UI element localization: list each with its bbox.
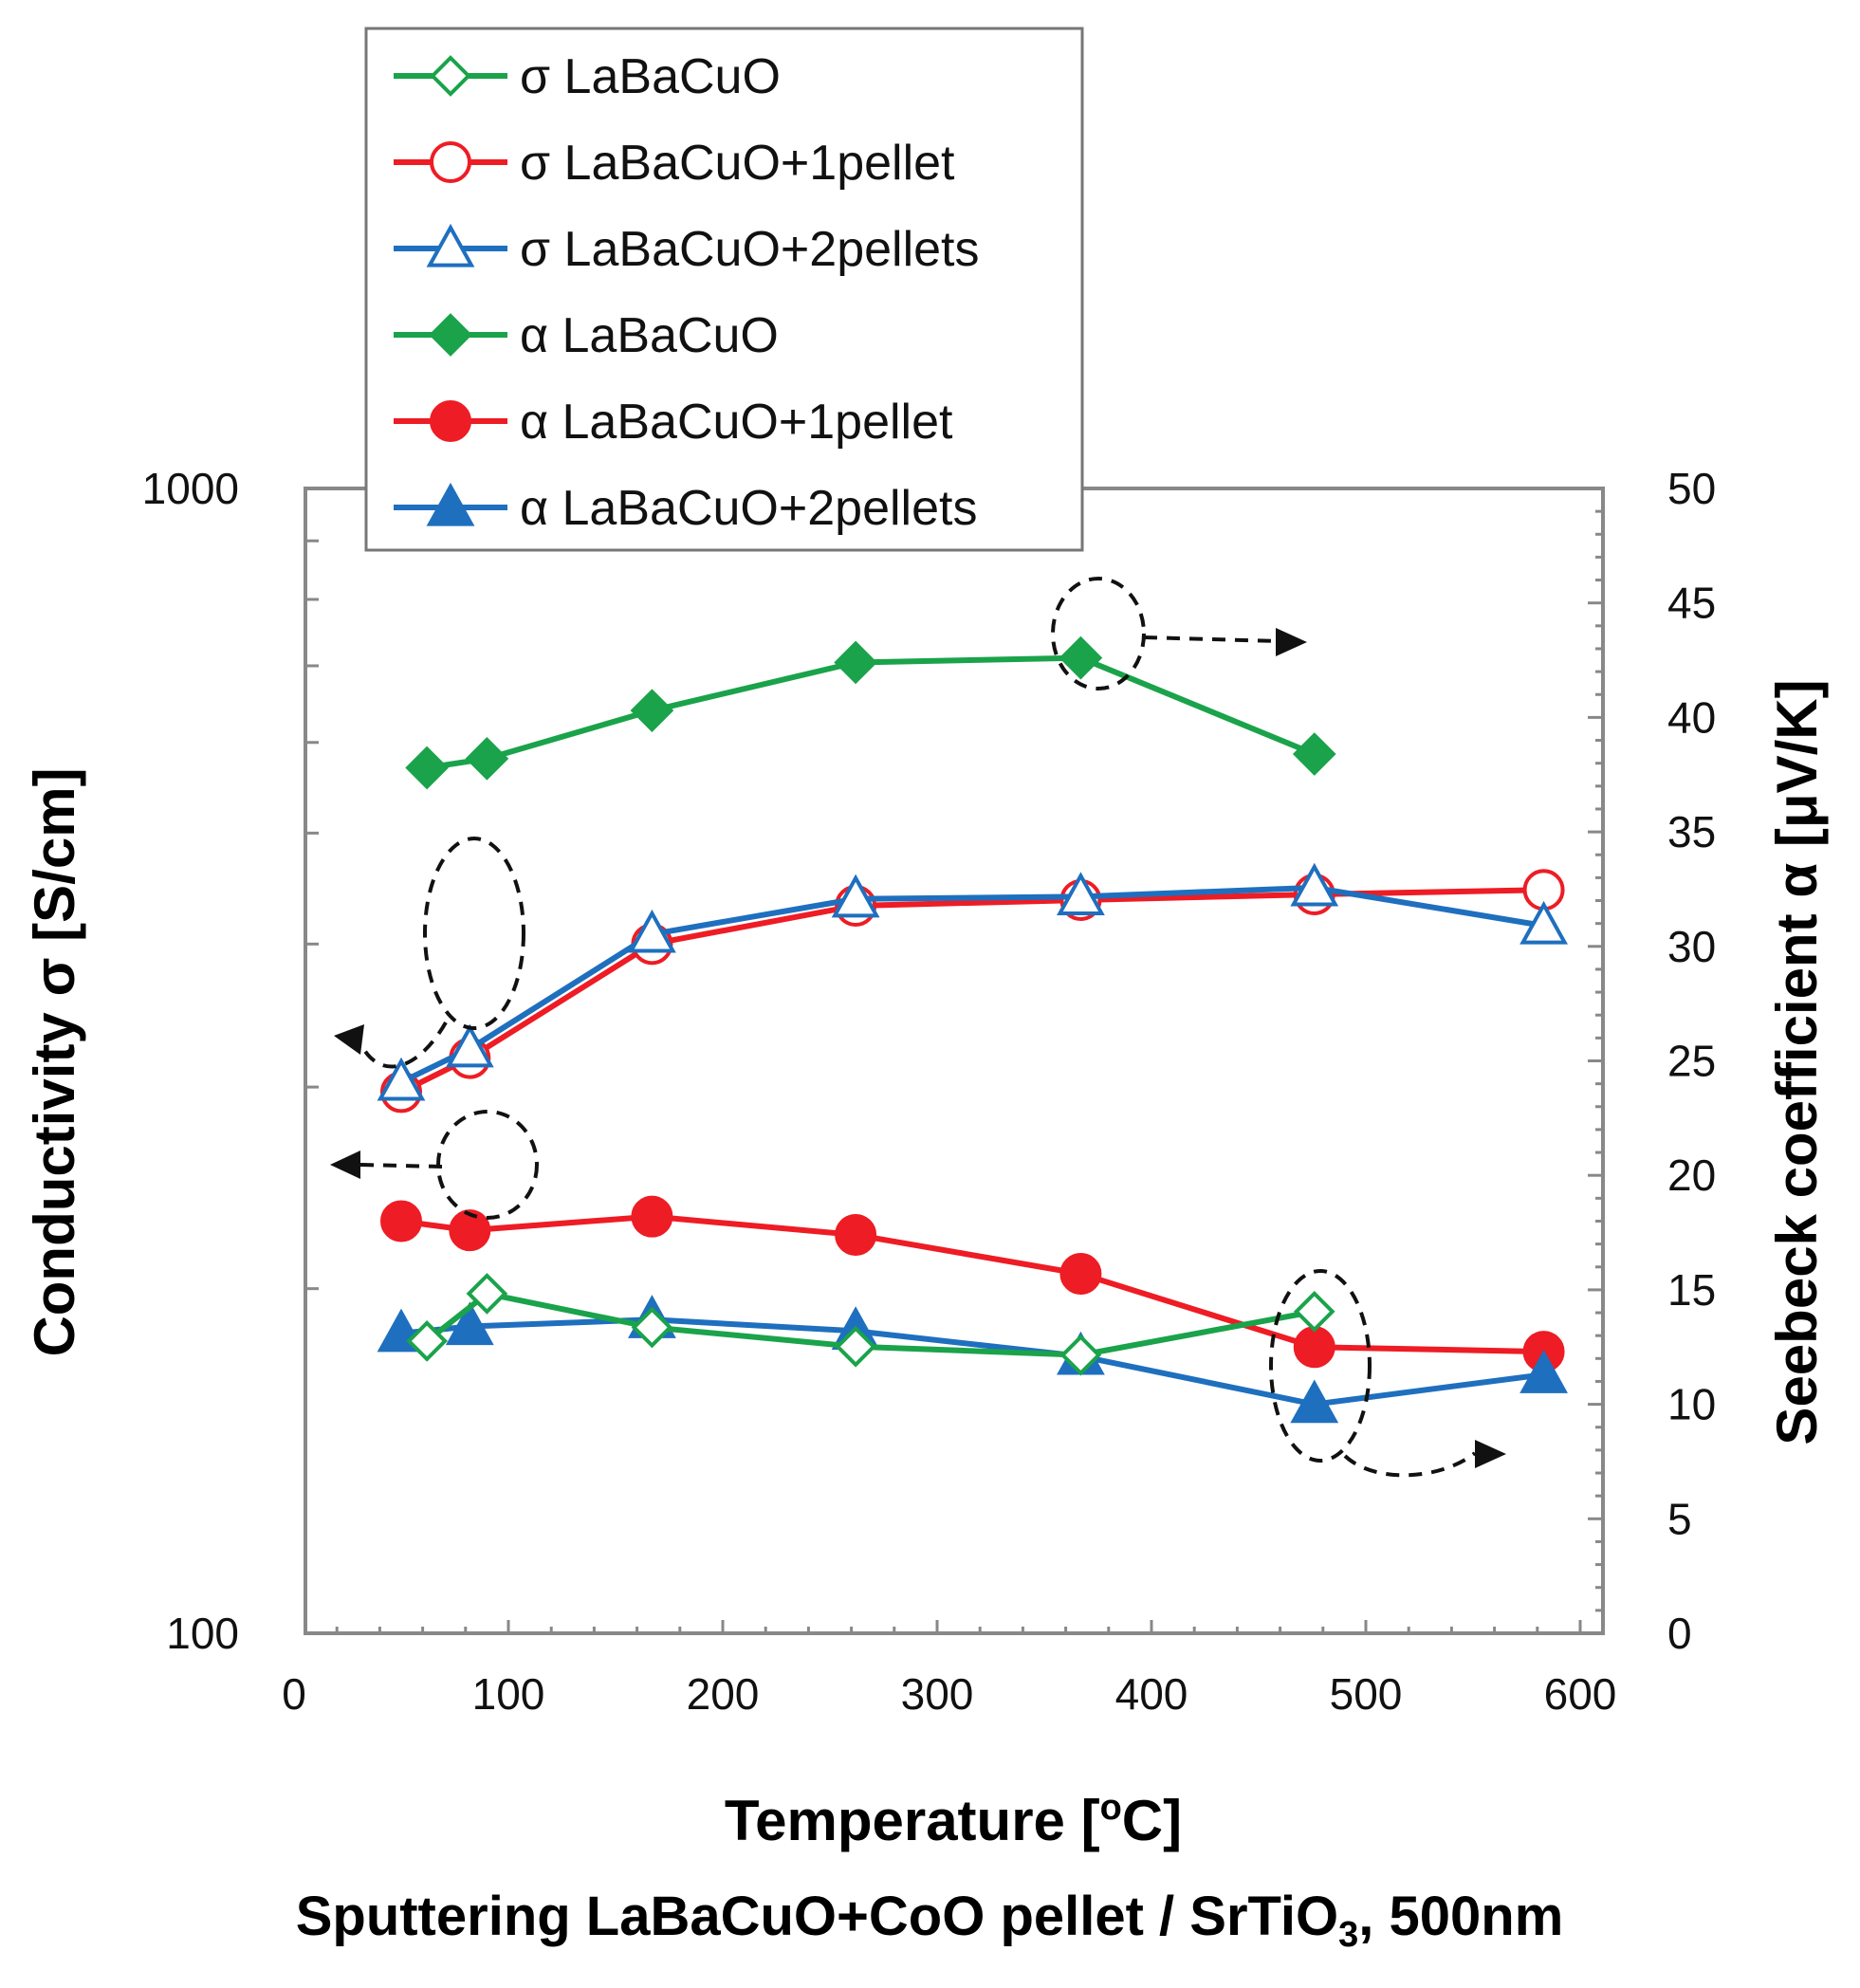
data-point <box>1059 635 1103 680</box>
legend-items: σ LaBaCuO σ LaBaCuO+1pellet σ LaBaCuO+2pel… <box>394 49 980 536</box>
annotation-arrowhead <box>1475 1440 1506 1468</box>
series-3 <box>405 635 1336 790</box>
annotation-arrowhead <box>330 1150 360 1179</box>
x-tick-label: 500 <box>1330 1669 1403 1719</box>
data-point <box>426 482 475 526</box>
y-right-tick-label: 5 <box>1667 1494 1692 1543</box>
y-right-tick-label: 25 <box>1667 1037 1716 1086</box>
data-point <box>377 1057 426 1101</box>
y-axis-left-title: Conductivity σ [S/cm] <box>23 767 86 1356</box>
annotation-layer <box>330 577 1506 1478</box>
y-right-tick-label: 40 <box>1667 692 1716 742</box>
chart-caption: Sputtering LaBaCuO+CoO pellet / SrTiO3, … <box>296 1886 1564 1955</box>
y-right-tick-label: 45 <box>1667 579 1716 628</box>
y-right-tick-label: 10 <box>1667 1380 1716 1429</box>
legend-label: σ LaBaCuO+1pellet <box>520 136 955 191</box>
data-point <box>1057 872 1105 915</box>
data-point <box>380 1200 422 1242</box>
data-point <box>631 1306 673 1349</box>
series-4 <box>380 1195 1565 1373</box>
y-axis-right-title: Seebeck coefficient α [μV/K] <box>1765 679 1829 1445</box>
y-right-tick-label: 0 <box>1667 1609 1692 1658</box>
legend-entry: σ LaBaCuO+2pellets <box>394 222 980 277</box>
annotation-arrow-path <box>359 1021 448 1069</box>
data-point <box>1290 1379 1339 1424</box>
legend-entry: α LaBaCuO+2pellets <box>394 481 977 536</box>
data-point <box>405 746 449 790</box>
series-2 <box>377 862 1568 1101</box>
y-left-tick-label: 1000 <box>142 464 239 513</box>
legend-entry: σ LaBaCuO+1pellet <box>394 136 955 191</box>
data-point <box>835 1213 877 1256</box>
x-tick-label: 300 <box>901 1669 974 1719</box>
annotation-ellipse <box>423 837 525 1030</box>
data-point <box>465 737 509 781</box>
x-axis-title: Temperature [oC] <box>725 1788 1182 1852</box>
x-tick-label: 100 <box>472 1669 545 1719</box>
data-point <box>834 640 877 685</box>
legend-box <box>364 27 1084 552</box>
y-right-tick-label: 15 <box>1667 1265 1716 1315</box>
data-point <box>429 313 472 357</box>
annotation-arrowhead <box>334 1024 364 1055</box>
x-tick-label: 0 <box>282 1669 306 1719</box>
legend-label: σ LaBaCuO <box>520 49 781 104</box>
series-layer <box>377 635 1568 1424</box>
annotation-arrow-path <box>1343 1451 1477 1478</box>
data-point <box>628 909 676 953</box>
x-axis-title-text: Temperature [ <box>725 1789 1100 1852</box>
data-point <box>426 223 475 267</box>
legend-label: σ LaBaCuO+2pellets <box>520 222 980 277</box>
data-point <box>1519 900 1568 945</box>
data-point <box>406 1320 448 1362</box>
data-point <box>430 55 471 97</box>
legend-label: α LaBaCuO+2pellets <box>520 481 977 536</box>
legend-label: α LaBaCuO <box>520 308 779 363</box>
caption-suffix: , 500nm <box>1358 1886 1563 1947</box>
data-point <box>835 1325 876 1368</box>
data-point <box>630 689 674 732</box>
data-point <box>831 874 880 918</box>
data-point <box>1059 1253 1102 1296</box>
annotation-ellipse <box>1051 577 1146 690</box>
data-point <box>466 1273 508 1315</box>
data-point <box>430 400 471 442</box>
data-point <box>1519 1350 1568 1393</box>
legend: σ LaBaCuO σ LaBaCuO+1pellet σ LaBaCuO+2pel… <box>364 27 1084 552</box>
caption-text: Sputtering LaBaCuO+CoO pellet / SrTiO <box>296 1886 1338 1947</box>
data-point <box>1290 862 1339 907</box>
x-axis-title-unit: C] <box>1122 1789 1182 1852</box>
y-right-tick-label: 50 <box>1667 464 1716 513</box>
y-left-tick-label: 100 <box>166 1609 239 1658</box>
y-right-tick-label: 30 <box>1667 922 1716 971</box>
legend-entry: α LaBaCuO <box>394 308 779 363</box>
data-point <box>1293 1290 1335 1333</box>
data-point <box>1293 1326 1335 1369</box>
x-tick-label: 600 <box>1544 1669 1617 1719</box>
x-axis-title-degree: o <box>1100 1788 1122 1828</box>
legend-entry: σ LaBaCuO <box>394 49 781 104</box>
data-point <box>631 1195 673 1238</box>
data-point <box>1292 732 1336 776</box>
y-right-tick-label: 35 <box>1667 807 1716 856</box>
series-0 <box>406 1273 1335 1376</box>
annotation-ellipse <box>1269 1269 1372 1463</box>
data-point <box>449 1209 491 1252</box>
data-point <box>445 1301 494 1346</box>
legend-label: α LaBaCuO+1pellet <box>520 395 953 450</box>
x-tick-label: 200 <box>687 1669 760 1719</box>
y-right-tick-label: 20 <box>1667 1150 1716 1200</box>
annotation-arrowhead <box>1276 628 1307 656</box>
data-point <box>430 141 471 183</box>
x-tick-label: 400 <box>1115 1669 1188 1719</box>
data-point <box>1059 1334 1102 1376</box>
data-point <box>445 1023 494 1068</box>
legend-entry: α LaBaCuO+1pellet <box>394 395 953 450</box>
caption-subscript: 3 <box>1338 1915 1358 1955</box>
